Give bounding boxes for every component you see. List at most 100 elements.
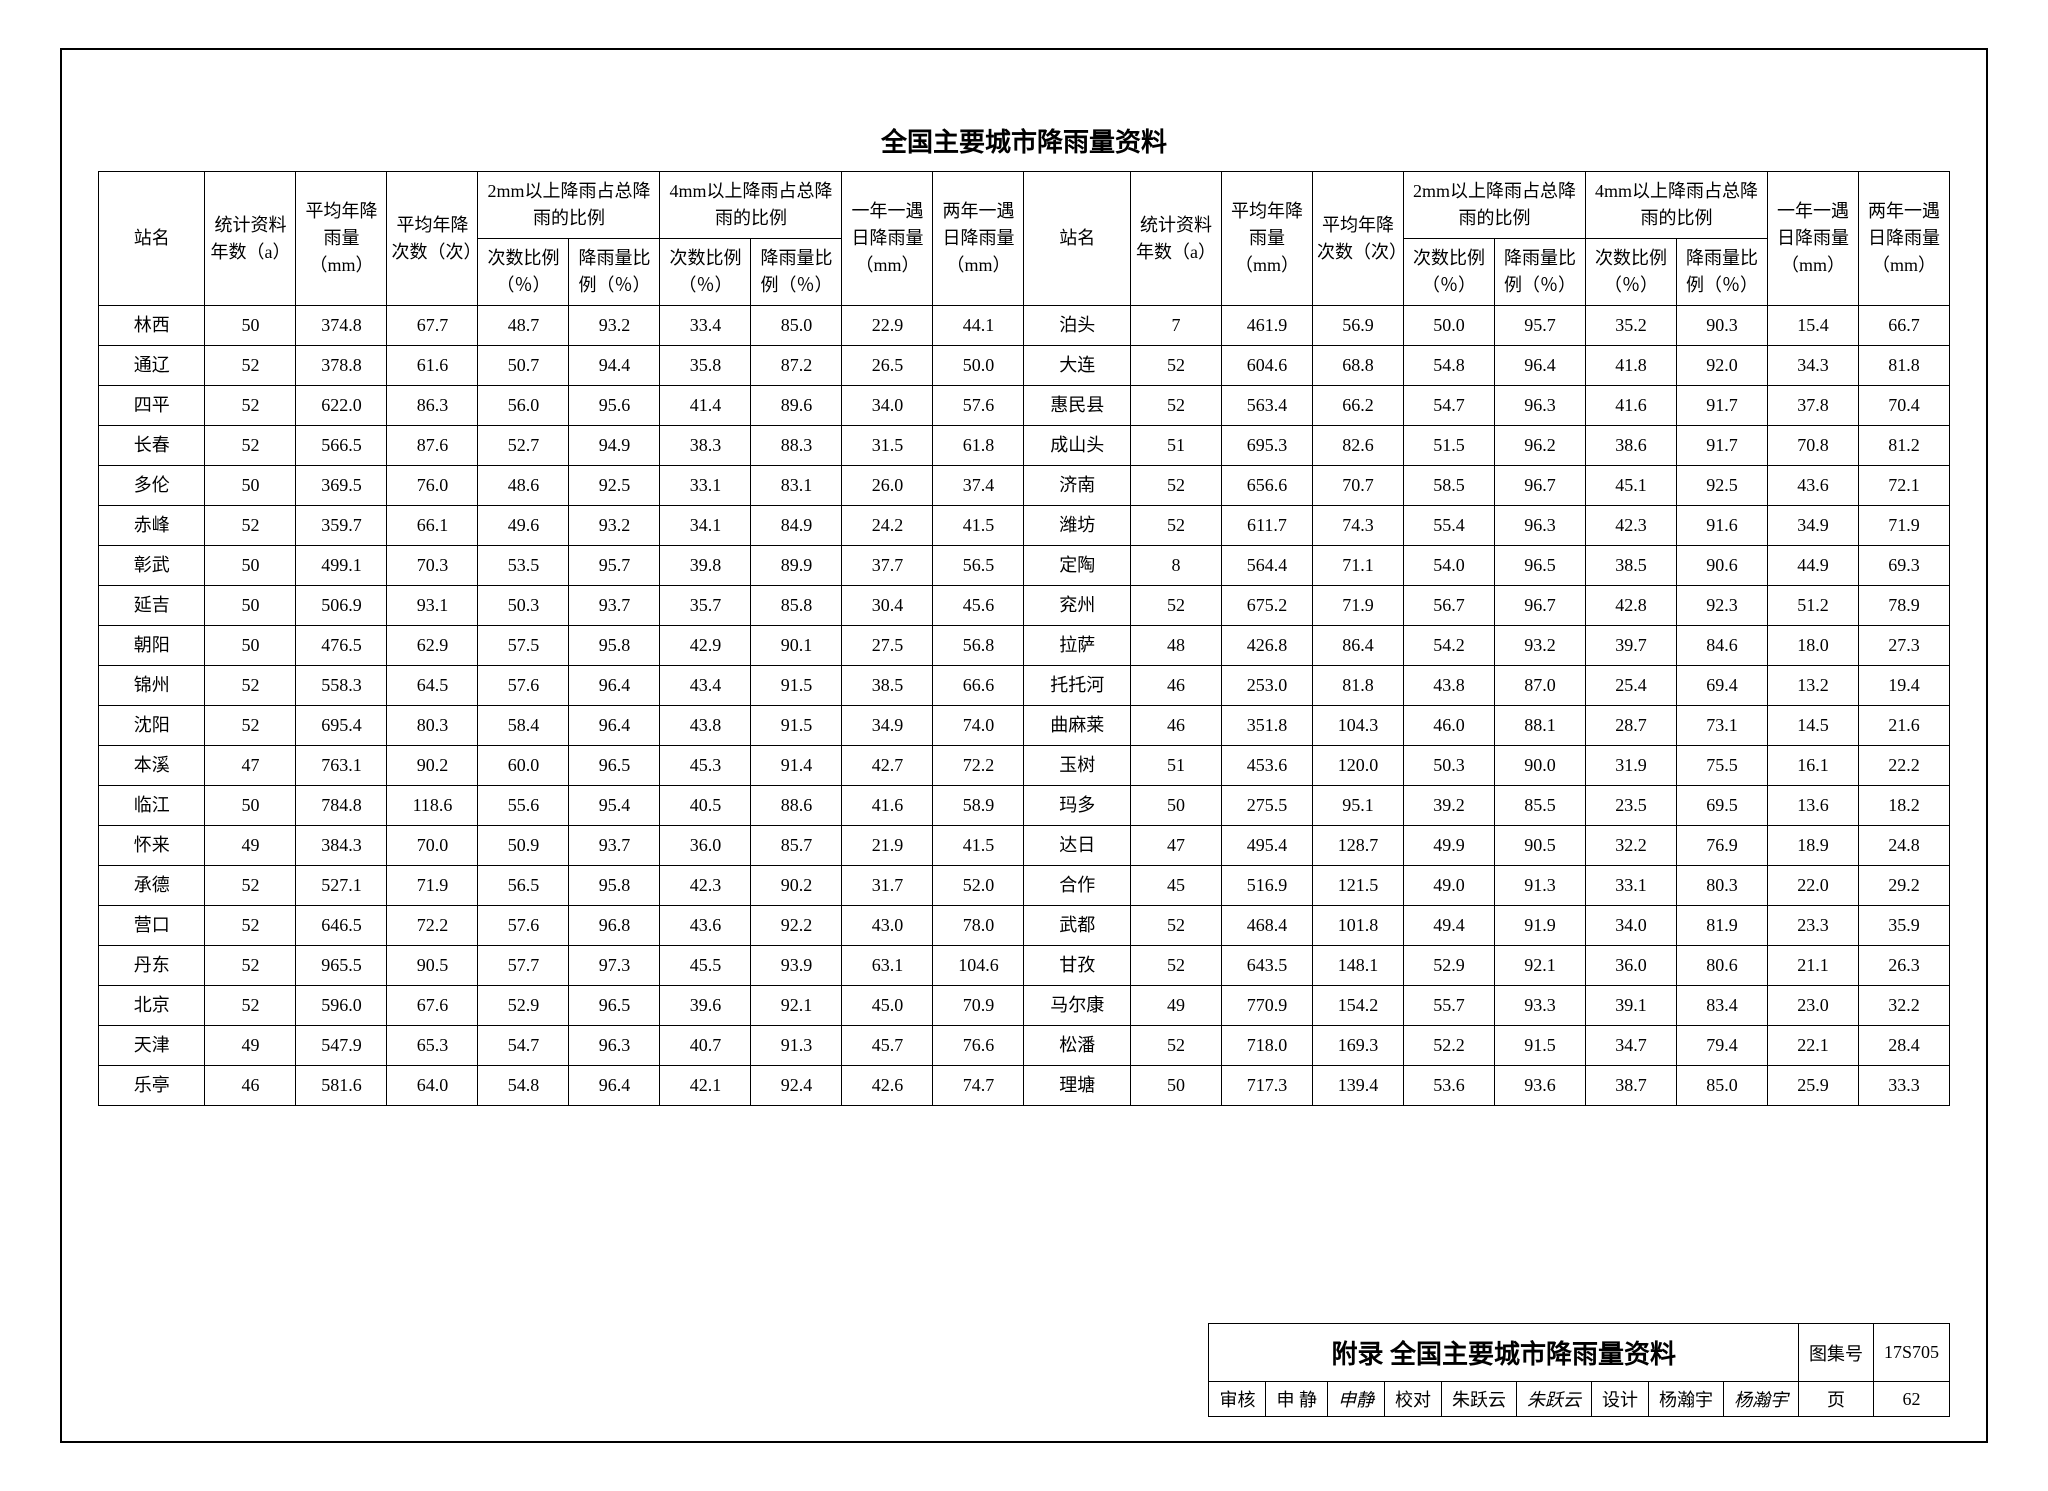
table-cell: 69.5 bbox=[1676, 786, 1767, 826]
table-cell: 52 bbox=[205, 946, 296, 986]
table-cell: 43.4 bbox=[660, 666, 751, 706]
table-cell: 40.7 bbox=[660, 1026, 751, 1066]
table-cell: 516.9 bbox=[1221, 866, 1312, 906]
table-cell: 达日 bbox=[1024, 826, 1130, 866]
page: 全国主要城市降雨量资料 站名 统计资料年数（a） 平均年降雨量（mm） 平均年降… bbox=[0, 0, 2048, 1491]
page-label: 页 bbox=[1798, 1382, 1873, 1417]
table-cell: 695.4 bbox=[296, 706, 387, 746]
outer-frame: 全国主要城市降雨量资料 站名 统计资料年数（a） 平均年降雨量（mm） 平均年降… bbox=[60, 48, 1988, 1443]
table-cell: 695.3 bbox=[1221, 426, 1312, 466]
table-cell: 14.5 bbox=[1767, 706, 1858, 746]
table-cell: 92.1 bbox=[1494, 946, 1585, 986]
table-cell: 718.0 bbox=[1221, 1026, 1312, 1066]
table-cell: 275.5 bbox=[1221, 786, 1312, 826]
table-header: 站名 统计资料年数（a） 平均年降雨量（mm） 平均年降次数（次） 2mm以上降… bbox=[99, 172, 1950, 306]
table-cell: 95.8 bbox=[569, 866, 660, 906]
table-cell: 656.6 bbox=[1221, 466, 1312, 506]
table-cell: 42.3 bbox=[1585, 506, 1676, 546]
table-cell: 93.2 bbox=[1494, 626, 1585, 666]
table-cell: 85.0 bbox=[1676, 1066, 1767, 1106]
table-cell: 48.6 bbox=[478, 466, 569, 506]
table-body: 林西50374.867.748.793.233.485.022.944.1泊头7… bbox=[99, 306, 1950, 1106]
table-cell: 148.1 bbox=[1312, 946, 1403, 986]
table-cell: 30.4 bbox=[842, 586, 933, 626]
table-cell: 64.5 bbox=[387, 666, 478, 706]
table-cell: 45.7 bbox=[842, 1026, 933, 1066]
table-row: 临江50784.8118.655.695.440.588.641.658.9玛多… bbox=[99, 786, 1950, 826]
page-value: 62 bbox=[1873, 1382, 1949, 1417]
table-cell: 本溪 bbox=[99, 746, 205, 786]
table-cell: 21.6 bbox=[1858, 706, 1949, 746]
table-row: 多伦50369.576.048.692.533.183.126.037.4济南5… bbox=[99, 466, 1950, 506]
table-cell: 24.2 bbox=[842, 506, 933, 546]
table-cell: 56.8 bbox=[933, 626, 1024, 666]
table-cell: 32.2 bbox=[1585, 826, 1676, 866]
table-cell: 39.8 bbox=[660, 546, 751, 586]
table-cell: 351.8 bbox=[1221, 706, 1312, 746]
table-cell: 39.6 bbox=[660, 986, 751, 1026]
table-cell: 21.9 bbox=[842, 826, 933, 866]
table-cell: 93.2 bbox=[569, 306, 660, 346]
table-cell: 28.7 bbox=[1585, 706, 1676, 746]
table-cell: 泊头 bbox=[1024, 306, 1130, 346]
col-station: 站名 bbox=[99, 172, 205, 306]
table-cell: 41.6 bbox=[842, 786, 933, 826]
table-cell: 675.2 bbox=[1221, 586, 1312, 626]
table-cell: 499.1 bbox=[296, 546, 387, 586]
table-cell: 92.0 bbox=[1676, 346, 1767, 386]
review-label: 审核 bbox=[1209, 1382, 1266, 1417]
table-cell: 36.0 bbox=[660, 826, 751, 866]
table-cell: 45.6 bbox=[933, 586, 1024, 626]
table-cell: 玉树 bbox=[1024, 746, 1130, 786]
table-cell: 42.6 bbox=[842, 1066, 933, 1106]
table-cell: 52 bbox=[1130, 1026, 1221, 1066]
table-cell: 47 bbox=[1130, 826, 1221, 866]
table-cell: 通辽 bbox=[99, 346, 205, 386]
table-cell: 甘孜 bbox=[1024, 946, 1130, 986]
table-cell: 70.0 bbox=[387, 826, 478, 866]
col-avg-times-r: 平均年降次数（次） bbox=[1312, 172, 1403, 306]
table-cell: 93.7 bbox=[569, 826, 660, 866]
table-cell: 34.1 bbox=[660, 506, 751, 546]
table-cell: 41.4 bbox=[660, 386, 751, 426]
table-cell: 87.6 bbox=[387, 426, 478, 466]
table-cell: 70.4 bbox=[1858, 386, 1949, 426]
table-cell: 52 bbox=[205, 986, 296, 1026]
col-4mm-group: 4mm以上降雨占总降雨的比例 bbox=[660, 172, 842, 239]
table-cell: 43.8 bbox=[1403, 666, 1494, 706]
table-cell: 52 bbox=[205, 506, 296, 546]
table-cell: 90.5 bbox=[387, 946, 478, 986]
table-cell: 88.6 bbox=[751, 786, 842, 826]
rainfall-table: 站名 统计资料年数（a） 平均年降雨量（mm） 平均年降次数（次） 2mm以上降… bbox=[98, 171, 1950, 1106]
table-cell: 50 bbox=[205, 586, 296, 626]
table-cell: 51 bbox=[1130, 746, 1221, 786]
table-cell: 52 bbox=[1130, 946, 1221, 986]
table-cell: 25.4 bbox=[1585, 666, 1676, 706]
table-cell: 52 bbox=[205, 346, 296, 386]
col-2mm-rain: 降雨量比例（％） bbox=[569, 239, 660, 306]
table-cell: 50.3 bbox=[1403, 746, 1494, 786]
table-cell: 564.4 bbox=[1221, 546, 1312, 586]
table-cell: 80.6 bbox=[1676, 946, 1767, 986]
table-cell: 42.1 bbox=[660, 1066, 751, 1106]
table-row: 赤峰52359.766.149.693.234.184.924.241.5潍坊5… bbox=[99, 506, 1950, 546]
table-row: 四平52622.086.356.095.641.489.634.057.6惠民县… bbox=[99, 386, 1950, 426]
table-cell: 52 bbox=[205, 906, 296, 946]
table-cell: 27.5 bbox=[842, 626, 933, 666]
check-name: 朱跃云 bbox=[1441, 1382, 1516, 1417]
table-cell: 52 bbox=[1130, 386, 1221, 426]
table-cell: 67.6 bbox=[387, 986, 478, 1026]
table-cell: 57.6 bbox=[933, 386, 1024, 426]
table-cell: 26.0 bbox=[842, 466, 933, 506]
table-cell: 35.9 bbox=[1858, 906, 1949, 946]
table-cell: 95.1 bbox=[1312, 786, 1403, 826]
table-cell: 120.0 bbox=[1312, 746, 1403, 786]
table-cell: 53.6 bbox=[1403, 1066, 1494, 1106]
table-cell: 52.9 bbox=[478, 986, 569, 1026]
table-cell: 359.7 bbox=[296, 506, 387, 546]
table-cell: 51.2 bbox=[1767, 586, 1858, 626]
table-cell: 24.8 bbox=[1858, 826, 1949, 866]
table-cell: 42.8 bbox=[1585, 586, 1676, 626]
col-4mm-group-r: 4mm以上降雨占总降雨的比例 bbox=[1585, 172, 1767, 239]
col-4mm-times-r: 次数比例（％） bbox=[1585, 239, 1676, 306]
